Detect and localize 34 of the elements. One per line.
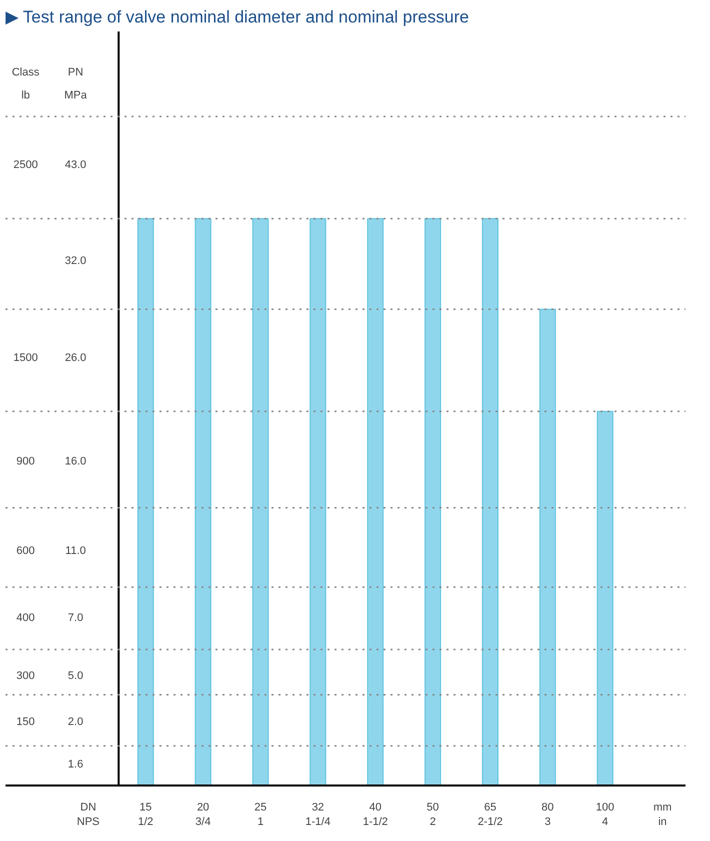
- text: 11.0: [65, 545, 86, 558]
- text: 2.0: [68, 716, 84, 728]
- text: in: [658, 816, 667, 828]
- text: 600: [16, 545, 35, 558]
- text: mm: [653, 802, 672, 814]
- x-tick-label: 32 1-1/4: [305, 802, 330, 828]
- text: MPa: [64, 90, 88, 102]
- x-tick-label: 80 3: [542, 802, 554, 828]
- x-tick-label: 15 1/2: [138, 802, 154, 828]
- x-tick-label: 20 3/4: [195, 802, 211, 828]
- text: 7.0: [68, 612, 84, 624]
- text: 1.6: [68, 758, 84, 770]
- text: DN: [80, 802, 96, 814]
- text: 900: [16, 456, 35, 468]
- x-tick-label: 100 4: [596, 802, 614, 828]
- text: 43.0: [64, 159, 86, 172]
- text: 16.0: [64, 456, 86, 468]
- text: 300: [16, 670, 35, 682]
- x-tick-label: 25 1: [254, 802, 267, 828]
- text: 1500: [13, 352, 38, 364]
- text: Class: [12, 66, 40, 78]
- text: 5.0: [68, 670, 84, 682]
- text: 400: [16, 612, 35, 624]
- text: 26.0: [64, 352, 86, 364]
- x-tick-label: 65 2-1/2: [478, 802, 503, 828]
- text: 32.0: [64, 254, 86, 267]
- x-tick-label: 40 1-1/2: [362, 802, 388, 828]
- text: lb: [21, 90, 30, 102]
- text: PN: [68, 66, 84, 78]
- x-tick-label: 50 2: [426, 802, 439, 828]
- text: 2500: [13, 159, 38, 172]
- text: NPS: [76, 816, 100, 828]
- chart-title: ▶ Test range of valve nominal diameter and nominal pressure: [6, 8, 469, 26]
- text: 150: [16, 716, 35, 728]
